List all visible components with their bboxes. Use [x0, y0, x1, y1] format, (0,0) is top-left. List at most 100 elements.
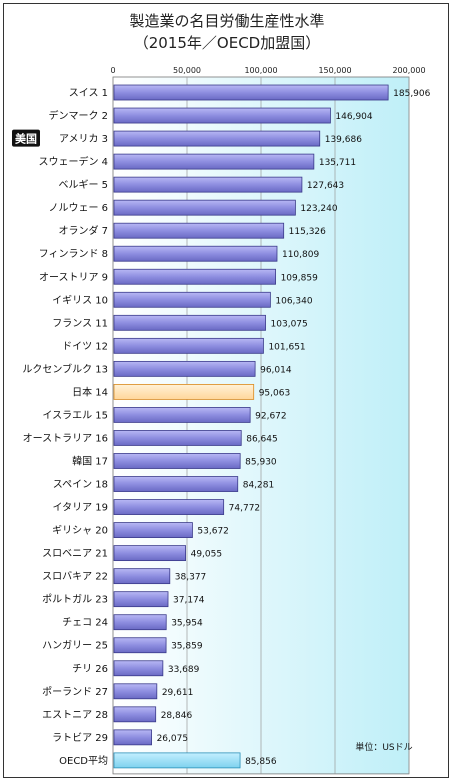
bar: [113, 222, 285, 239]
category-label: オーストリア 9: [39, 271, 108, 283]
value-label: 135,711: [319, 158, 356, 168]
highlight-badge-label: 美国: [15, 132, 37, 146]
value-label: 29,611: [162, 688, 194, 698]
category-label: ベルギー 5: [58, 179, 108, 191]
bar: [113, 314, 266, 331]
value-label: 92,672: [255, 411, 286, 421]
bar: [113, 545, 187, 562]
highlight-badge-group: 美国: [12, 129, 40, 147]
value-label: 101,651: [268, 342, 305, 352]
category-label: オランダ 7: [58, 224, 108, 237]
chart-frame: 製造業の名目労働生産性水準 （2015年／OECD加盟国） 0 50,000 100…: [3, 3, 449, 778]
bars: スイス 1 185,906 デンマーク 2 146,904 アメリカ 3 139,686 ス…: [22, 84, 431, 769]
bar: [113, 660, 164, 677]
bar: [113, 614, 167, 631]
value-label: 86,645: [246, 434, 278, 444]
category-label: ギリシャ 20: [52, 525, 108, 537]
category-label: スウェーデン 4: [38, 155, 108, 168]
category-label: ルクセンブルク 13: [22, 362, 108, 375]
category-label: イギリス 10: [52, 294, 108, 306]
x-tick-label: 200,000: [392, 66, 425, 75]
x-tick-label: 0: [110, 66, 115, 75]
category-label: スロベニア 21: [42, 548, 108, 560]
category-label: オーストラリア 16: [23, 432, 108, 444]
value-label: 28,846: [161, 711, 193, 721]
bar: [113, 729, 152, 746]
value-label: 123,240: [300, 204, 337, 214]
bar: [113, 407, 251, 423]
category-label: ハンガリー 25: [42, 640, 108, 652]
bar: [113, 384, 255, 400]
category-label: スロバキア 22: [42, 571, 108, 583]
value-label: 110,809: [282, 250, 319, 260]
productivity-chart: 製造業の名目労働生産性水準 （2015年／OECD加盟国） 0 50,000 100…: [12, 12, 431, 775]
value-label: 96,014: [260, 365, 292, 375]
value-label: 103,075: [271, 319, 308, 329]
value-label: 109,859: [281, 273, 318, 283]
bar: [113, 176, 303, 193]
bar: [113, 107, 331, 124]
value-label: 74,772: [229, 504, 261, 514]
value-label: 38,377: [175, 573, 207, 583]
category-label: チリ 26: [72, 663, 108, 675]
category-label: チェコ 24: [62, 617, 108, 629]
bar: [113, 360, 256, 377]
bar: [113, 199, 296, 216]
chart-title: 製造業の名目労働生産性水準: [129, 12, 324, 30]
value-label: 33,689: [168, 665, 200, 675]
bar: [113, 568, 171, 585]
category-label: フィンランド 8: [39, 248, 108, 260]
bar: [113, 130, 321, 147]
x-tick-label: 150,000: [318, 66, 351, 75]
category-label: エストニア 28: [42, 710, 108, 721]
bar: [113, 291, 271, 308]
bar: [113, 153, 315, 170]
value-label: 53,672: [197, 527, 229, 537]
bar: [113, 637, 167, 654]
category-label: スイス 1: [69, 88, 108, 99]
value-label: 35,954: [171, 619, 203, 629]
bar: [113, 522, 193, 538]
bar: [113, 268, 276, 285]
bar: [113, 683, 158, 700]
category-label: ドイツ 12: [62, 341, 108, 352]
bar: [113, 752, 241, 769]
bar: [113, 476, 239, 492]
category-label: アメリカ 3: [59, 133, 108, 145]
category-label: スペイン 18: [53, 480, 108, 491]
bar: [113, 591, 169, 608]
bar: [113, 499, 225, 515]
category-label: デンマーク 2: [48, 109, 108, 122]
value-label: 127,643: [307, 181, 344, 191]
category-label: イタリア 19: [52, 502, 108, 514]
bar: [113, 84, 389, 101]
category-label: ラトビア 29: [52, 732, 108, 744]
value-label: 185,906: [393, 89, 430, 99]
bar: [113, 430, 242, 446]
category-label: イスラエル 15: [42, 409, 108, 421]
chart-subtitle: （2015年／OECD加盟国）: [134, 34, 320, 52]
x-tick-label: 50,000: [173, 66, 201, 75]
category-label: ポーランド 27: [42, 686, 108, 698]
category-label: ポルトガル 23: [42, 594, 108, 606]
value-label: 35,859: [171, 642, 203, 652]
value-label: 95,063: [259, 388, 291, 398]
highlight-badge: [12, 129, 40, 147]
value-label: 115,326: [289, 227, 326, 237]
value-label: 146,904: [335, 112, 372, 122]
bar: [113, 337, 264, 354]
category-label: フランス 11: [52, 317, 108, 329]
bar: [113, 706, 157, 723]
unit-label: 単位：USドル: [355, 741, 412, 753]
value-label: 106,340: [275, 296, 312, 306]
category-label: ノルウェー 6: [48, 202, 108, 214]
value-label: 85,856: [245, 757, 277, 767]
value-label: 85,930: [245, 457, 277, 467]
value-label: 139,686: [325, 135, 362, 145]
x-axis-ticks: 0 50,000 100,000 150,000 200,000: [110, 66, 425, 75]
value-label: 26,075: [157, 734, 189, 744]
category-label: 日本 14: [72, 385, 108, 398]
category-label: OECD平均: [59, 755, 108, 767]
value-label: 37,174: [173, 596, 205, 606]
bar: [113, 245, 278, 262]
